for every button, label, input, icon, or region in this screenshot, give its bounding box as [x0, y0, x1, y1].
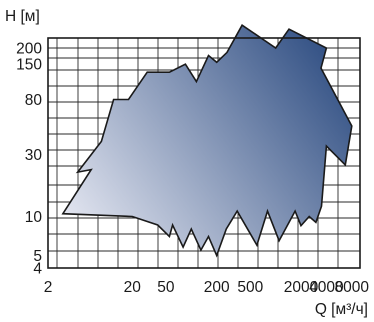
- y-axis-label: H [м]: [5, 8, 40, 25]
- x-axis-label: Q [м³/ч]: [315, 301, 368, 318]
- x-tick-label: 20: [124, 279, 142, 296]
- x-tick-label: 500: [237, 279, 263, 296]
- y-tick-label: 200: [16, 41, 42, 58]
- x-tick-label: 2000: [284, 279, 319, 296]
- y-tick-label: 10: [25, 209, 43, 226]
- y-tick-label: 150: [16, 57, 42, 74]
- x-tick-label: 2: [44, 279, 53, 296]
- y-tick-label: 30: [25, 147, 43, 164]
- x-tick-label: 200: [204, 279, 230, 296]
- y-tick-label: 4: [33, 261, 42, 278]
- x-tick-label: 8000: [335, 279, 370, 296]
- pump-range-area: [61, 24, 353, 258]
- x-tick-label: 50: [157, 279, 175, 296]
- x-tick-label: 4000: [309, 279, 344, 296]
- plot-frame: [47, 37, 361, 269]
- y-tick-label: 5: [33, 248, 42, 265]
- y-tick-label: 80: [25, 92, 43, 109]
